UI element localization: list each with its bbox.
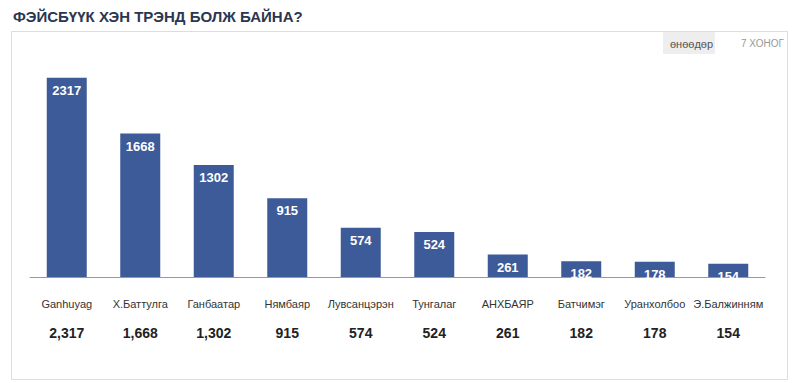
svg-text:Уранхолбоо: Уранхолбоо <box>624 298 685 310</box>
svg-text:915: 915 <box>276 203 298 218</box>
svg-text:154: 154 <box>717 325 741 341</box>
svg-text:1,302: 1,302 <box>196 325 231 341</box>
svg-text:ФЭЙСБҮҮК ХЭН ТРЭНД БОЛЖ БАЙНА?: ФЭЙСБҮҮК ХЭН ТРЭНД БОЛЖ БАЙНА? <box>13 8 303 25</box>
svg-text:2317: 2317 <box>52 83 81 98</box>
svg-text:261: 261 <box>497 260 519 275</box>
svg-text:1302: 1302 <box>199 170 228 185</box>
svg-text:Тунгалаг: Тунгалаг <box>412 298 456 310</box>
svg-text:574: 574 <box>349 325 373 341</box>
svg-text:154: 154 <box>717 269 739 284</box>
svg-text:Х.Баттулга: Х.Баттулга <box>113 298 169 310</box>
svg-text:182: 182 <box>570 325 594 341</box>
svg-text:Лувсанцэрэн: Лувсанцэрэн <box>328 298 394 310</box>
svg-text:Нямбаяр: Нямбаяр <box>264 298 310 310</box>
svg-text:2,317: 2,317 <box>49 325 84 341</box>
svg-text:АНХБАЯР: АНХБАЯР <box>482 298 534 310</box>
svg-text:7 ХОНОГ: 7 ХОНОГ <box>741 38 784 49</box>
svg-text:574: 574 <box>350 233 372 248</box>
svg-text:1668: 1668 <box>126 139 155 154</box>
svg-text:915: 915 <box>276 325 300 341</box>
svg-text:524: 524 <box>423 237 445 252</box>
svg-text:261: 261 <box>496 325 520 341</box>
svg-text:178: 178 <box>644 267 666 282</box>
svg-text:182: 182 <box>570 266 592 281</box>
svg-text:524: 524 <box>423 325 447 341</box>
svg-text:178: 178 <box>643 325 667 341</box>
svg-text:Батчимэг: Батчимэг <box>558 298 605 310</box>
svg-text:1,668: 1,668 <box>123 325 158 341</box>
svg-text:Ganhuyag: Ganhuyag <box>41 298 92 310</box>
svg-text:өнөөдөр: өнөөдөр <box>670 38 713 50</box>
svg-text:Ганбаатар: Ганбаатар <box>187 298 240 310</box>
svg-text:Э.Балжинням: Э.Балжинням <box>693 298 763 310</box>
